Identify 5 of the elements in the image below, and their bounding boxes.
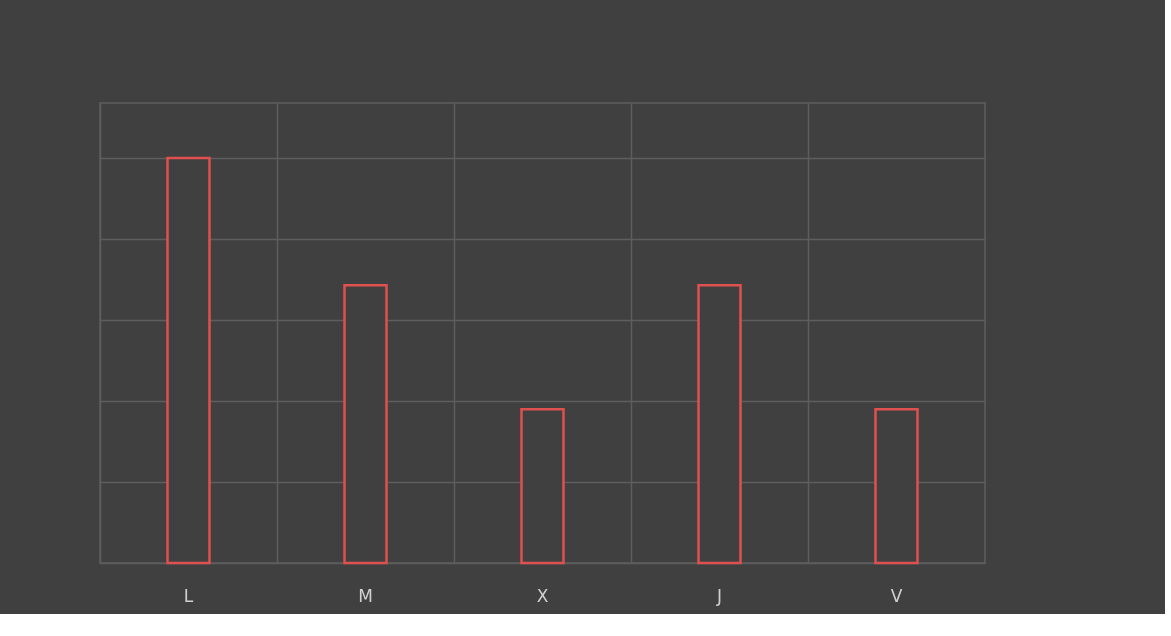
- x-tick-label: J: [715, 585, 723, 606]
- x-tick-label: M: [358, 585, 373, 606]
- x-tick-label: L: [183, 585, 194, 606]
- x-tick-label: V: [890, 585, 903, 606]
- x-tick-label: X: [536, 585, 549, 606]
